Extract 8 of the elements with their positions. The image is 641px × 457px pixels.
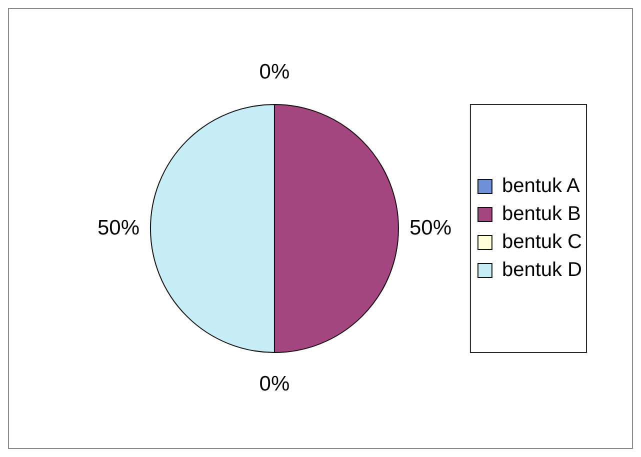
text: 0% [259,372,290,396]
legend-label: bentuk D [502,259,582,282]
text: 0% [259,60,290,84]
legend-label: bentuk C [502,231,582,254]
data-label: 50% [97,216,140,240]
legend-label: bentuk A [502,175,580,198]
data-label: 50% [409,216,452,240]
legend-label: bentuk B [502,203,581,226]
